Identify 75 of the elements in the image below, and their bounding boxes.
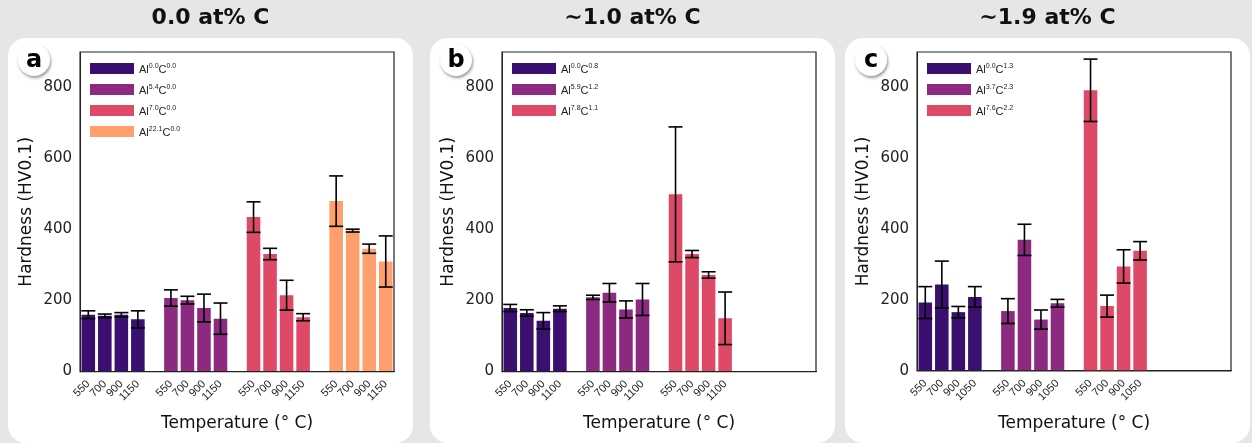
bar	[378, 261, 393, 372]
y-tick-label: 200	[880, 289, 910, 308]
bar	[131, 319, 145, 372]
bar	[536, 320, 551, 372]
bar	[968, 296, 982, 371]
bar	[296, 317, 310, 372]
y-tick-label: 400	[465, 219, 495, 238]
bar	[1017, 239, 1032, 371]
legend-label: Al$^{22.1}$C$^{0.0}$	[139, 125, 181, 138]
chart-title: ~1.9 at% C	[978, 4, 1117, 29]
bar	[279, 295, 294, 372]
y-axis-title: Hardness (HV0.1)	[14, 136, 35, 287]
legend-label: Al$^{3.7}$C$^{2.3}$	[976, 83, 1014, 96]
bar	[263, 254, 277, 372]
bar	[1050, 303, 1065, 371]
legend-label: Al$^{0.0}$C$^{0.0}$	[139, 62, 177, 75]
bar	[520, 312, 534, 372]
bar	[81, 314, 96, 372]
bar	[635, 299, 650, 372]
y-tick-label: 0	[899, 360, 910, 379]
legend-label: Al$^{0.0}$C$^{1.3}$	[976, 62, 1014, 75]
legend-label: Al$^{7.6}$C$^{2.2}$	[976, 104, 1014, 117]
x-axis-title: Temperature (° C)	[159, 412, 314, 433]
y-tick-label: 600	[465, 148, 495, 167]
bar	[1083, 90, 1098, 371]
bar	[164, 298, 178, 372]
bar	[586, 297, 600, 372]
y-tick-label: 0	[62, 361, 73, 380]
legend-label: Al$^{0.0}$C$^{0.8}$	[561, 62, 599, 75]
bar	[345, 230, 360, 372]
y-tick-label: 600	[43, 148, 73, 167]
legend-label: Al$^{5.4}$C$^{0.0}$	[139, 83, 177, 96]
chart-title: ~1.0 at% C	[563, 4, 702, 29]
bar	[1001, 311, 1015, 371]
y-tick-label: 200	[43, 290, 73, 309]
bar	[685, 254, 699, 372]
bar	[951, 312, 966, 371]
bar	[553, 308, 567, 372]
x-axis-title: Temperature (° C)	[996, 412, 1151, 433]
y-tick-label: 0	[484, 361, 495, 380]
chart-title: 0.0 at% C	[150, 4, 271, 29]
bar	[701, 274, 716, 372]
y-tick-label: 200	[465, 290, 495, 309]
text: b	[440, 44, 472, 76]
bar	[329, 201, 343, 372]
legend-label: Al$^{7.0}$C$^{0.0}$	[139, 104, 177, 117]
y-tick-label: 800	[465, 77, 495, 96]
text: a	[18, 44, 50, 76]
bar	[619, 309, 633, 372]
bar	[1116, 266, 1131, 371]
bar	[668, 194, 683, 372]
y-tick-label: 400	[880, 219, 910, 238]
bar	[1100, 306, 1114, 371]
y-tick-label: 800	[43, 77, 73, 96]
text: c	[855, 44, 887, 76]
bar	[98, 315, 112, 372]
bar	[114, 314, 129, 372]
bar	[246, 217, 261, 372]
y-tick-label: 400	[43, 219, 73, 238]
bar	[362, 248, 376, 372]
x-axis-title: Temperature (° C)	[581, 412, 736, 433]
bar	[1034, 319, 1048, 371]
bar	[1133, 250, 1147, 371]
y-axis-title: Hardness (HV0.1)	[851, 136, 872, 287]
bar	[935, 284, 949, 371]
y-tick-label: 600	[880, 148, 910, 167]
legend-label: Al$^{5.9}$C$^{1.2}$	[561, 83, 599, 96]
bar	[602, 292, 617, 372]
y-axis-title: Hardness (HV0.1)	[436, 136, 457, 287]
y-tick-label: 800	[880, 77, 910, 96]
bar	[718, 318, 732, 372]
bar	[503, 307, 518, 372]
bar	[180, 300, 195, 372]
legend-label: Al$^{7.8}$C$^{1.1}$	[561, 104, 599, 117]
bar	[197, 307, 211, 372]
